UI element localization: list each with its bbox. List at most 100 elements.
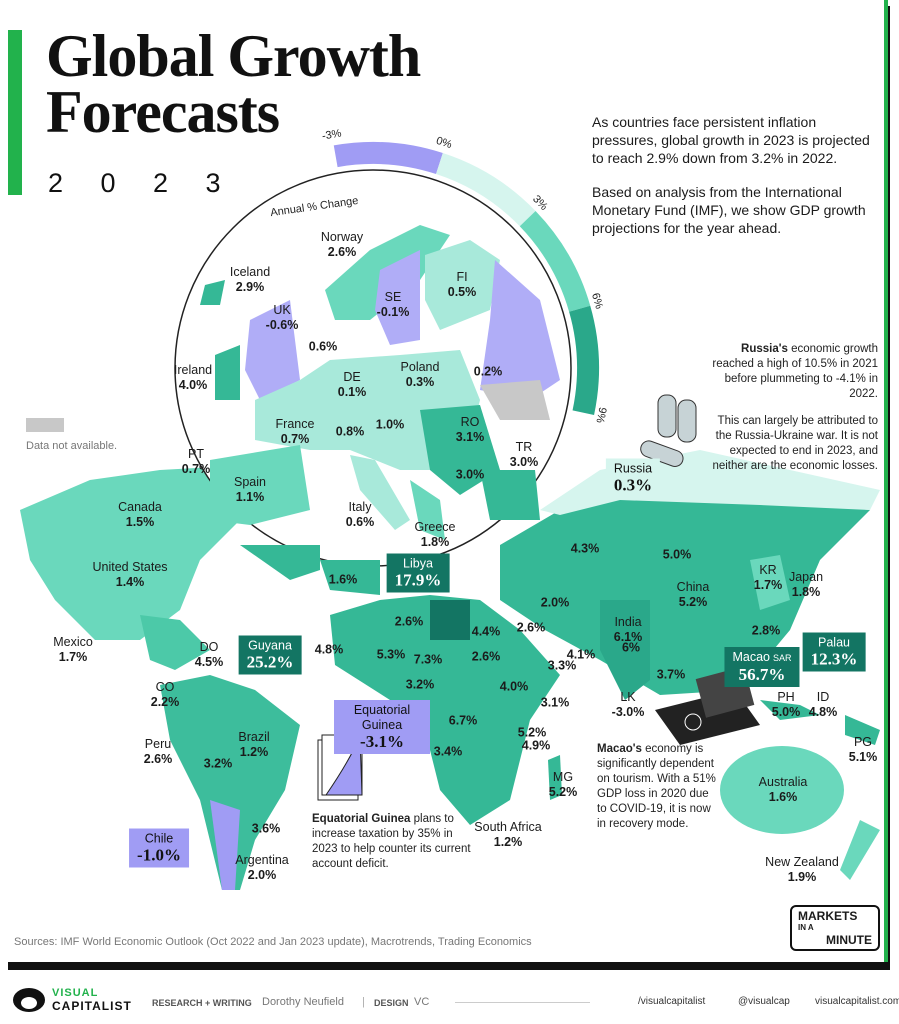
- country-label: Guyana 25.2%: [238, 635, 302, 675]
- legend-segment: [519, 211, 591, 312]
- country-name: MG: [549, 770, 578, 785]
- growth-value: -0.1%: [376, 305, 410, 319]
- country-label: 2.6%: [395, 615, 424, 630]
- annotation: Macao's economy is significantly depende…: [597, 742, 719, 832]
- legend-scale: [333, 142, 599, 415]
- country-label: Australia 1.6%: [759, 775, 808, 805]
- country-name-text: Mexico: [53, 635, 93, 649]
- country-label: PG 5.1%: [849, 735, 878, 765]
- country-name: Greece: [415, 520, 456, 535]
- country-name: CO: [151, 680, 180, 695]
- growth-value: 0.1%: [337, 385, 367, 399]
- growth-value: 5.0%: [662, 547, 692, 562]
- footer: VISUAL CAPITALIST RESEARCH + WRITING Dor…: [0, 978, 899, 1024]
- annotation: Russia's economic growth reached a high …: [706, 342, 878, 474]
- legend-segment: [435, 153, 536, 227]
- badge-text: MARKETS: [798, 909, 858, 923]
- country-label: South Africa 1.2%: [474, 820, 541, 850]
- credit: VC: [414, 996, 430, 1008]
- country-name: LK: [612, 690, 645, 705]
- badge: MARKETS IN A MINUTE: [790, 905, 880, 951]
- growth-value: 1.8%: [420, 535, 450, 549]
- growth-value: 2.6%: [516, 620, 546, 635]
- country-label: 2.8%: [752, 624, 781, 639]
- growth-value: 4.9%: [521, 738, 551, 753]
- intro: As countries face persistent inflation p…: [592, 113, 872, 253]
- country-name-text: France: [275, 417, 315, 431]
- growth-value: 1.1%: [235, 490, 265, 504]
- country-name: Iceland: [230, 265, 270, 280]
- badge-text: IN A: [798, 923, 814, 932]
- no-data-label: Data not available.: [26, 440, 118, 452]
- country-name: South Africa: [474, 820, 541, 835]
- growth-value: 2.0%: [247, 868, 277, 882]
- country-name-text: Equatorial Guinea: [353, 703, 411, 732]
- country-name-text: Iceland: [229, 265, 271, 279]
- social[interactable]: /visualcapitalist: [638, 996, 706, 1007]
- growth-value: 0.3%: [405, 375, 435, 389]
- country-name: Mexico: [53, 635, 93, 650]
- country-name-text: DE: [343, 370, 361, 384]
- growth-value: -3.0%: [611, 705, 645, 719]
- country-name-text: UK: [273, 303, 291, 317]
- country-name-text: United States: [92, 560, 168, 574]
- country-name: Guyana: [247, 639, 294, 654]
- logo: [13, 988, 45, 1012]
- country-name-text: PG: [853, 735, 873, 749]
- growth-value: 7.3%: [413, 652, 443, 667]
- country-name-text: Macao: [732, 650, 771, 664]
- legend-segment: [333, 142, 443, 175]
- growth-value: 5.2%: [548, 785, 578, 799]
- website[interactable]: visualcapitalist.com: [815, 996, 899, 1007]
- growth-value: 12.3%: [810, 649, 858, 669]
- country-label: 1.0%: [376, 418, 405, 433]
- social[interactable]: @visualcap: [738, 996, 790, 1007]
- year: 2 0 2 3: [48, 168, 236, 198]
- credit-label: RESEARCH + WRITING: [152, 998, 252, 1008]
- country-label: Brazil 1.2%: [238, 730, 269, 760]
- growth-value: 5.1%: [848, 750, 878, 764]
- growth-value: 6%: [621, 640, 641, 655]
- growth-value: 1.9%: [787, 870, 817, 884]
- country-name-text: Ireland: [173, 363, 213, 377]
- growth-value: -3.1%: [360, 732, 404, 751]
- country-label: China 5.2%: [677, 580, 710, 610]
- growth-value: 1.2%: [493, 835, 523, 849]
- country-label: 2.0%: [541, 596, 570, 611]
- country-label: 0.6%: [309, 340, 338, 355]
- country-label: Argentina 2.0%: [235, 853, 289, 883]
- growth-value: 5.2%: [678, 595, 708, 609]
- country-label: 3.6%: [252, 822, 281, 837]
- country-name-text: Guyana: [248, 638, 292, 653]
- world-map: [20, 450, 880, 890]
- legend-segment: [569, 305, 599, 415]
- country-label: PH 5.0%: [772, 690, 801, 720]
- country-name: China: [677, 580, 710, 595]
- country-name-text: Australia: [758, 775, 808, 789]
- country-label: ID 4.8%: [809, 690, 838, 720]
- country-name-text: India: [614, 615, 642, 629]
- country-label: 3.1%: [541, 696, 570, 711]
- country-label: 2.6%: [517, 621, 546, 636]
- country-name: SE: [377, 290, 410, 305]
- intro-text: As countries face persistent inflation p…: [592, 114, 870, 166]
- country-name: UK: [266, 303, 299, 318]
- growth-value: 3.7%: [656, 667, 686, 682]
- growth-value: 5.3%: [376, 647, 406, 662]
- country-name-text: New Zealand: [765, 855, 839, 869]
- country-name: Chile: [137, 832, 181, 847]
- country-label: Canada 1.5%: [118, 500, 162, 530]
- country-label: France 0.7%: [276, 417, 315, 447]
- country-name: TR: [510, 440, 539, 455]
- growth-value: 1.6%: [328, 572, 358, 587]
- country-name-text: KR: [759, 563, 777, 577]
- country-name: Poland: [401, 360, 440, 375]
- growth-value: 4.8%: [808, 705, 838, 719]
- country-name-text: Libya: [403, 556, 433, 571]
- growth-value: 1.7%: [753, 578, 783, 592]
- growth-value: 3.0%: [455, 467, 485, 482]
- country-name-text: ID: [816, 690, 830, 704]
- growth-value: 4.4%: [471, 624, 501, 639]
- country-name: Spain: [234, 475, 266, 490]
